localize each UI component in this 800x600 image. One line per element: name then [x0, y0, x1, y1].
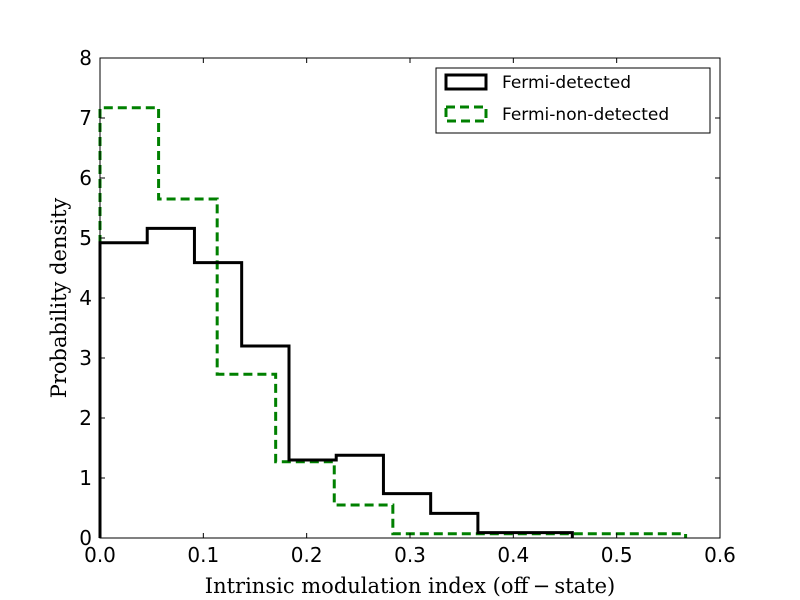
y-tick-label: 6: [79, 166, 92, 190]
x-axis-label: Intrinsic modulation index (off − state): [205, 574, 615, 598]
x-tick-label: 0.1: [187, 543, 219, 567]
x-tick-label: 0.3: [394, 543, 426, 567]
y-tick-label: 5: [79, 226, 92, 250]
series-fermi-detected: [98, 226, 574, 538]
x-tick-label: 0.0: [84, 543, 116, 567]
legend-swatch-fermi-non-detected: [444, 105, 488, 123]
y-tick-label: 8: [79, 46, 92, 70]
series-layer: [98, 106, 688, 538]
y-tick-label: 0: [79, 526, 92, 550]
series-fermi-non-detected: [98, 106, 688, 538]
y-tick-label: 1: [79, 466, 92, 490]
x-tick-label: 0.6: [704, 543, 736, 567]
y-tick-label: 2: [79, 406, 92, 430]
y-axis-label: Probability density: [47, 198, 71, 399]
y-tick-label: 7: [79, 106, 92, 130]
legend: Fermi-detected Fermi-non-detected: [435, 67, 711, 134]
x-tick-label: 0.2: [291, 543, 323, 567]
ticks-layer: 0.0 0.1 0.2 0.3 0.4 0.5 0.6 0 1 2 3 4 5 6 7 8: [79, 46, 736, 567]
x-tick-label: 0.4: [497, 543, 529, 567]
y-tick-label: 3: [79, 346, 92, 370]
x-tick-label: 0.5: [601, 543, 633, 567]
legend-label-fermi-detected: Fermi-detected: [502, 73, 631, 93]
legend-label-fermi-non-detected: Fermi-non-detected: [502, 105, 669, 125]
legend-swatch-fermi-detected: [444, 73, 488, 91]
y-tick-label: 4: [79, 286, 92, 310]
